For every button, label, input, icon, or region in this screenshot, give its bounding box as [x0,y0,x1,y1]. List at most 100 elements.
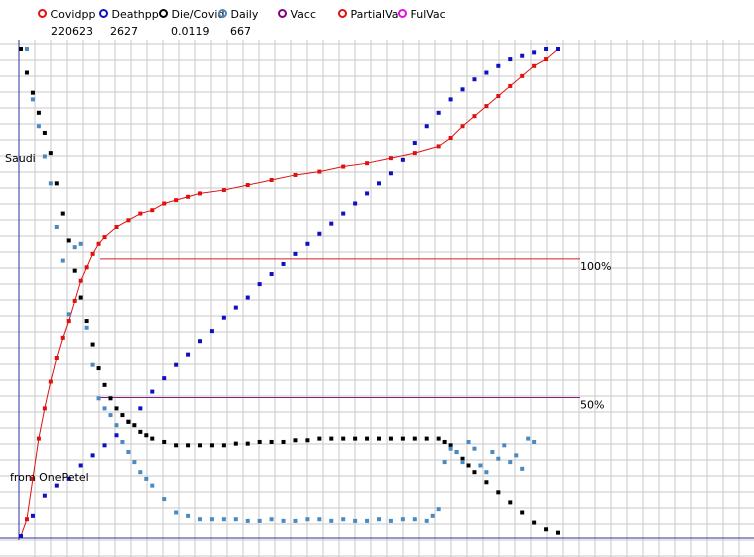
data-point [377,181,381,186]
data-point [544,527,549,532]
series-daily [24,47,537,523]
data-point [269,439,274,444]
data-point [317,436,322,441]
data-point [144,476,149,481]
data-point [556,47,560,51]
data-point [174,510,179,515]
data-point [36,124,41,129]
data-point [442,439,447,444]
data-point [466,439,471,444]
data-point [138,470,143,475]
data-point [412,141,417,146]
data-point [42,154,47,159]
data-point [54,355,59,360]
data-point [19,534,23,538]
purple-circle-icon [278,9,287,18]
data-point [508,57,513,62]
data-point [102,406,107,411]
data-point [293,518,298,523]
data-point [436,436,441,441]
data-point [365,436,370,441]
data-point [174,362,179,367]
data-point [305,517,310,522]
magenta-circle-icon [398,9,407,18]
data-point [30,97,35,102]
data-point [162,439,167,444]
data-point [102,382,107,387]
data-point [484,480,489,485]
data-point [341,436,346,441]
data-point [66,312,71,317]
data-point [72,298,77,303]
data-point [162,497,167,502]
data-point [132,423,137,428]
data-point [496,490,501,495]
data-point [448,97,453,102]
data-point [484,104,489,109]
lightblue-circle-icon [218,9,227,18]
data-point [144,433,149,438]
data-point [365,191,370,196]
data-point [233,305,238,310]
data-point [478,463,483,468]
data-point [90,453,95,458]
data-point [257,439,262,444]
data-point [532,63,537,68]
data-point [96,366,101,371]
legend-vacc: Vacc [278,8,316,21]
data-point [400,436,405,441]
data-point [102,443,107,448]
data-point [484,470,489,475]
data-point [436,110,441,115]
data-point [556,530,560,535]
data-point [245,295,250,300]
data-point [48,379,53,384]
data-point [114,423,119,428]
data-point [72,268,77,273]
data-point [150,436,155,441]
data-point [281,518,286,523]
data-point [138,211,143,216]
credit-label: from OnePetel [10,471,89,484]
series-layer [19,47,560,538]
blue-circle-icon [99,9,108,18]
data-point [114,225,119,230]
legend-value-covidpp: 220623 [51,25,93,38]
data-point [365,161,370,166]
data-point [96,241,101,246]
data-point [114,433,119,438]
series-die-covid [19,47,560,535]
data-point [508,460,513,465]
data-point [174,198,179,203]
legend-value-daily: 667 [230,25,251,38]
data-point [126,218,131,223]
data-point [269,517,274,522]
data-point [448,136,453,141]
reference-label: 100% [580,260,611,273]
data-point [60,211,65,216]
data-point [54,181,59,186]
data-point [174,443,179,448]
data-point [496,456,501,461]
data-point [30,90,35,95]
data-point [198,517,202,522]
data-point [30,476,35,481]
data-point [221,443,226,448]
data-point [186,513,191,518]
data-point [78,278,83,283]
data-point [19,47,23,51]
data-point [162,376,167,381]
data-point [412,151,417,156]
data-point [508,83,513,88]
data-point [454,450,459,455]
data-point [317,231,322,236]
data-point [78,241,83,246]
data-point [353,201,358,206]
legend-label: Covidpp [50,8,96,21]
reference-label: 50% [580,398,604,411]
data-point [78,295,83,300]
data-point [353,436,358,441]
region-label: Saudi [5,152,36,165]
legend-label: Daily [230,8,259,21]
